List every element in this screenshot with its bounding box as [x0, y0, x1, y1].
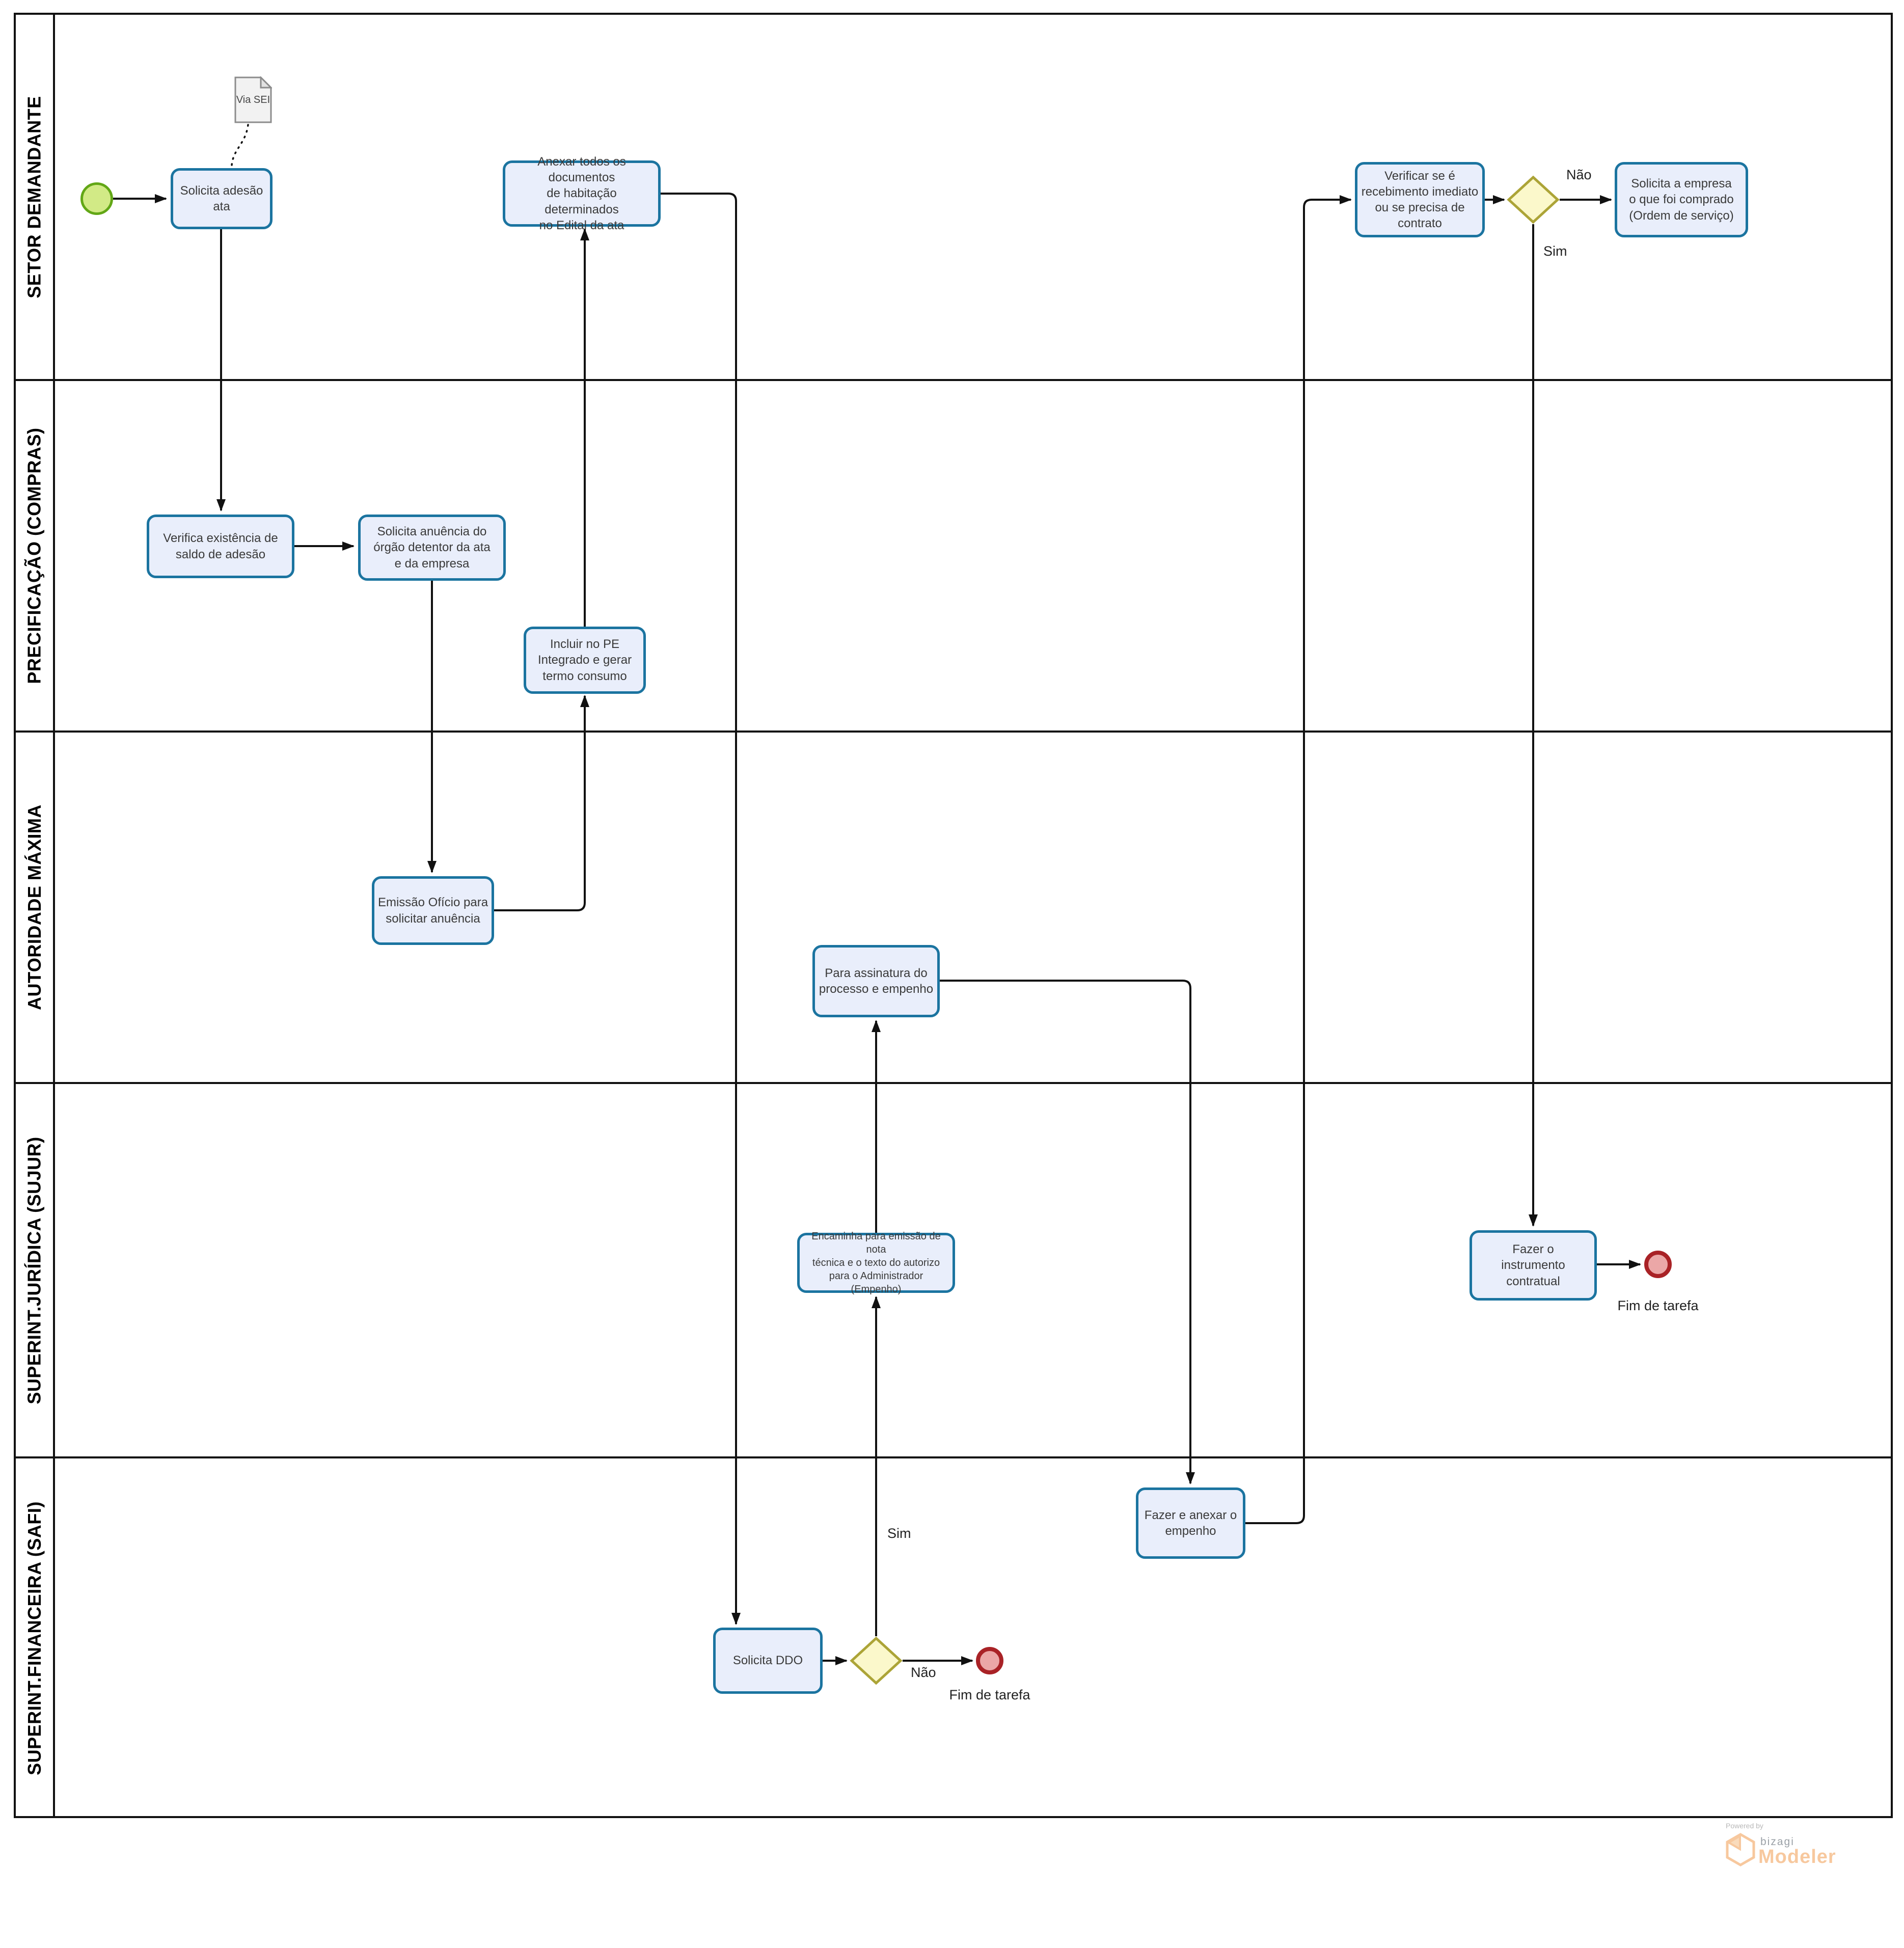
lane-head-setor-demandante: SETOR DEMANDANTE — [16, 15, 55, 379]
lane-head-superint-juridica: SUPERINT.JURÍDICA (SUJUR) — [16, 1084, 55, 1456]
label-contrato-nao: Não — [1566, 167, 1592, 182]
gateway-ddo-diamond — [850, 1636, 903, 1685]
task-fazer-anexar-empenho: Fazer e anexar o empenho — [1136, 1487, 1245, 1559]
label-ddo-nao: Não — [911, 1665, 936, 1680]
task-encaminha-emissao: Encaminha para emissão de nota técnica e… — [797, 1231, 955, 1295]
document-artifact: Via SEI — [234, 75, 273, 123]
flow-para-assinatura-to-fazer-anexar — [940, 980, 1195, 1484]
task-solicita-adesao: Solicita adesão ata — [171, 168, 273, 229]
end-event-ddo-label: Fim de tarefa — [949, 1687, 1030, 1702]
task-verifica-saldo: Verifica existência de saldo de adesão — [147, 515, 294, 578]
lane-superint-financeira: SUPERINT.FINANCEIRA (SAFI) — [16, 1456, 1891, 1818]
lane-superint-juridica: SUPERINT.JURÍDICA (SUJUR) — [16, 1082, 1891, 1456]
task-solicita-ddo: Solicita DDO — [713, 1628, 823, 1694]
task-emissao-oficio: Emissão Ofício para solicitar anuência — [372, 876, 494, 945]
end-event-contratual-label: Fim de tarefa — [1617, 1298, 1699, 1313]
document-label: Via SEI — [236, 94, 270, 105]
bizagi-wordmark: bizagi — [1760, 1836, 1794, 1848]
pool: SETOR DEMANDANTE PRECIFICAÇÃO (COMPRAS) … — [14, 13, 1893, 1818]
flow-emissao-oficio-to-incluir-pe — [494, 695, 589, 911]
task-incluir-pe: Incluir no PE Integrado e gerar termo co… — [524, 627, 646, 694]
modeler-wordmark: Modeler — [1758, 1846, 1836, 1868]
lane-head-precificacao-compras: PRECIFICAÇÃO (COMPRAS) — [16, 381, 55, 730]
task-verificar-recebimento: Verificar se é recebimento imediato ou s… — [1355, 162, 1485, 237]
task-solicita-anuencia: Solicita anuência do órgão detentor da a… — [358, 515, 506, 581]
lane-autoridade-maxima: AUTORIDADE MÁXIMA — [16, 730, 1891, 1082]
task-anexar-documentos: Anexar todos os documentos de habitação … — [503, 155, 661, 232]
powered-by-text: Powered by — [1726, 1822, 1763, 1830]
flow-fazer-anexar-to-verificar-recebimento — [1245, 195, 1352, 1524]
lane-head-autoridade-maxima: AUTORIDADE MÁXIMA — [16, 733, 55, 1082]
lane-head-superint-financeira: SUPERINT.FINANCEIRA (SAFI) — [16, 1458, 55, 1818]
end-event-ddo — [976, 1647, 1003, 1674]
bizagi-logo-icon — [1726, 1833, 1755, 1866]
end-event-contratual — [1644, 1251, 1672, 1278]
task-fazer-instrumento: Fazer o instrumento contratual — [1470, 1230, 1597, 1301]
gateway-ddo — [850, 1636, 903, 1685]
label-ddo-sim: Sim — [887, 1526, 911, 1541]
gateway-contrato — [1507, 175, 1560, 224]
document-icon — [234, 75, 273, 123]
flow-anexar-documentos-to-solicita-ddo — [661, 193, 741, 1625]
gateway-contrato-diamond — [1507, 175, 1560, 224]
label-contrato-sim: Sim — [1543, 244, 1567, 259]
task-solicita-empresa: Solicita a empresa o que foi comprado (O… — [1615, 162, 1748, 237]
association-via-sei — [231, 124, 249, 166]
bizagi-branding: Powered by bizagi Modeler — [1726, 1822, 1868, 1869]
lane-precificacao-compras: PRECIFICAÇÃO (COMPRAS) — [16, 379, 1891, 730]
task-para-assinatura: Para assinatura do processo e empenho — [812, 945, 940, 1017]
lane-setor-demandante: SETOR DEMANDANTE — [16, 15, 1891, 379]
start-event — [80, 182, 113, 215]
